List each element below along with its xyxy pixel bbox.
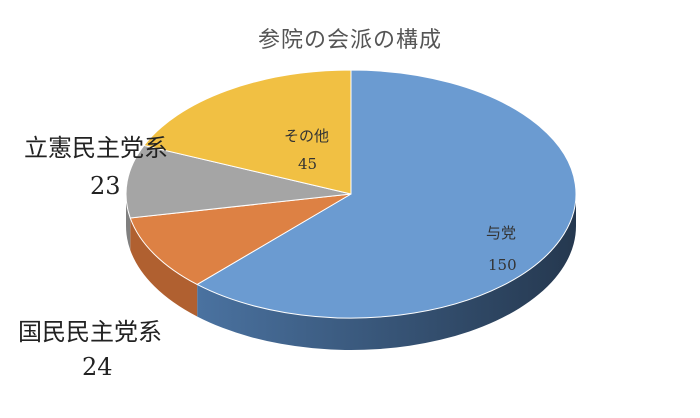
slice-yoto-side — [197, 194, 576, 350]
slice-value-kokumin: 24 — [82, 353, 113, 381]
slice-value-yoto: 150 — [488, 256, 517, 274]
slice-label-rikken: 立憲民主党系 — [24, 134, 168, 162]
pie-slices — [125, 69, 577, 319]
slice-label-yoto: 与党 — [486, 224, 517, 242]
slice-yoto — [196, 69, 577, 319]
slice-sonota — [143, 69, 352, 195]
slice-label-kokumin: 国民民主党系 — [18, 318, 162, 346]
slice-kokumin-side — [130, 217, 198, 317]
slice-value-sonota: 45 — [298, 155, 318, 173]
slice-kokumin — [129, 193, 352, 286]
slice-rikken — [125, 144, 352, 219]
slice-label-sonota: その他 — [284, 127, 330, 145]
chart-title: 参院の会派の構成 — [257, 28, 442, 53]
slice-value-rikken: 23 — [90, 172, 121, 200]
